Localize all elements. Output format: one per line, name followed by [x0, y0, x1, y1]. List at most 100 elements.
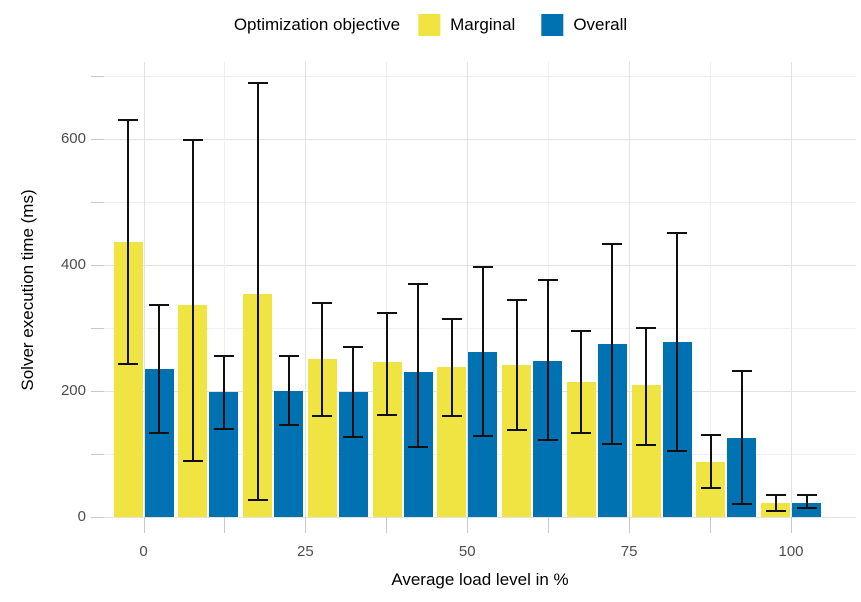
errorbar-cap-top-overall-load40: [408, 283, 428, 286]
x-tick-label-50: 50: [458, 543, 476, 560]
errorbar-overall-load80: [676, 231, 678, 453]
y-gridline-700: [104, 76, 856, 77]
errorbar-cap-bottom-marginal-load80: [636, 444, 656, 447]
x-gridline-12.5: [224, 62, 226, 517]
errorbar-marginal-load10: [191, 139, 194, 462]
y-tick-100: [91, 454, 104, 455]
legend-title: Optimization objective: [233, 15, 401, 34]
errorbar-cap-bottom-overall-load70: [602, 442, 623, 445]
x-gridline-100: [791, 62, 792, 517]
errorbar-marginal-load20: [256, 82, 259, 501]
marginal-color-swatch: [418, 14, 441, 36]
x-tick-62.5: [548, 517, 550, 533]
errorbar-cap-bottom-overall-load10: [213, 428, 234, 431]
y-tick-600: [91, 139, 104, 140]
overall-color-swatch: [541, 14, 564, 36]
x-tick-label-25: 25: [297, 543, 314, 560]
errorbar-cap-bottom-overall-load90: [731, 503, 752, 506]
x-gridline-62.5: [548, 62, 550, 517]
errorbar-overall-load60: [546, 278, 549, 442]
errorbar-overall-load40: [417, 283, 419, 448]
errorbar-cap-top-overall-load0: [149, 304, 169, 307]
errorbar-cap-top-overall-load90: [731, 369, 752, 372]
x-tick-87.5: [710, 517, 712, 533]
y-tick-0: [91, 517, 104, 518]
errorbar-cap-bottom-overall-load60: [537, 439, 558, 442]
errorbar-marginal-load30: [321, 302, 324, 417]
errorbar-cap-top-overall-load100: [796, 493, 817, 496]
errorbar-cap-top-marginal-load10: [182, 139, 203, 141]
y-gridline-500: [104, 202, 856, 203]
errorbar-cap-bottom-marginal-load0: [118, 362, 138, 365]
x-tick-12.5: [224, 517, 226, 533]
errorbar-overall-load50: [481, 266, 484, 437]
errorbar-cap-top-overall-load30: [343, 346, 364, 349]
y-tick-700: [91, 76, 104, 77]
x-gridline-0: [143, 62, 145, 517]
errorbar-cap-top-overall-load80: [667, 231, 687, 234]
y-tick-300: [91, 328, 104, 329]
y-tick-400: [91, 265, 104, 266]
errorbar-cap-top-overall-load20: [278, 355, 299, 358]
y-tick-label-400: 400: [60, 256, 86, 273]
x-tick-label-75: 75: [620, 543, 638, 560]
errorbar-cap-top-marginal-load30: [312, 302, 333, 305]
errorbar-cap-top-marginal-load20: [247, 82, 268, 85]
errorbar-marginal-load0: [127, 118, 129, 365]
errorbar-cap-bottom-overall-load100: [796, 507, 817, 510]
errorbar-marginal-load90: [709, 433, 712, 490]
errorbar-cap-bottom-marginal-load60: [506, 428, 527, 431]
y-gridline-400: [104, 265, 856, 266]
errorbar-cap-bottom-overall-load50: [472, 434, 493, 437]
errorbar-overall-load0: [158, 304, 160, 434]
errorbar-marginal-load50: [450, 317, 453, 418]
x-tick-50: [467, 517, 469, 533]
errorbar-cap-bottom-overall-load30: [343, 435, 364, 438]
errorbar-cap-top-marginal-load50: [441, 317, 462, 320]
errorbar-overall-load20: [287, 355, 290, 427]
errorbar-cap-bottom-marginal-load10: [182, 459, 203, 462]
y-gridline-300: [104, 328, 856, 329]
x-tick-100: [791, 517, 792, 533]
errorbar-marginal-load60: [515, 299, 518, 431]
errorbar-cap-bottom-overall-load40: [408, 445, 428, 448]
errorbar-cap-top-marginal-load0: [118, 118, 138, 121]
y-tick-200: [91, 391, 104, 392]
errorbar-cap-top-marginal-load80: [636, 326, 656, 329]
errorbar-marginal-load70: [580, 329, 583, 434]
errorbar-marginal-load80: [645, 326, 647, 447]
errorbar-cap-bottom-marginal-load40: [377, 414, 397, 417]
errorbar-overall-load30: [352, 346, 355, 438]
y-axis-title: Solver execution time (ms): [18, 189, 37, 391]
errorbar-marginal-load40: [386, 312, 388, 417]
legend-label-overall: Overall: [573, 15, 628, 34]
errorbar-cap-bottom-marginal-load90: [700, 487, 721, 490]
x-gridline-37.5: [386, 62, 388, 517]
y-gridline-600: [104, 139, 856, 140]
x-tick-label-100: 100: [778, 543, 804, 560]
x-gridline-25: [305, 62, 307, 517]
errorbar-cap-top-overall-load10: [213, 355, 234, 358]
errorbar-cap-bottom-overall-load80: [667, 450, 687, 453]
y-tick-label-0: 0: [77, 508, 86, 525]
x-tick-label-0: 0: [139, 543, 148, 560]
bar-overall-load100: [792, 502, 821, 517]
legend-item-marginal: Marginal: [418, 14, 515, 36]
errorbar-overall-load100: [805, 493, 808, 510]
legend: Optimization objective Marginal Overall: [234, 14, 627, 36]
errorbar-cap-top-marginal-load60: [506, 299, 527, 302]
errorbar-cap-bottom-marginal-load20: [247, 498, 268, 501]
errorbar-cap-bottom-marginal-load50: [441, 415, 462, 418]
errorbar-cap-bottom-marginal-load30: [312, 414, 333, 417]
errorbar-cap-top-marginal-load70: [571, 329, 592, 332]
errorbar-cap-bottom-marginal-load70: [571, 431, 592, 434]
errorbar-cap-top-overall-load60: [537, 278, 558, 281]
x-tick-75: [629, 517, 631, 533]
errorbar-cap-top-marginal-load90: [700, 433, 721, 436]
x-tick-0: [143, 517, 145, 533]
x-axis-title: Average load level in %: [391, 570, 569, 589]
errorbar-cap-bottom-marginal-load100: [765, 509, 786, 512]
y-gridline-0: [104, 517, 856, 518]
errorbar-cap-top-overall-load50: [472, 266, 493, 269]
